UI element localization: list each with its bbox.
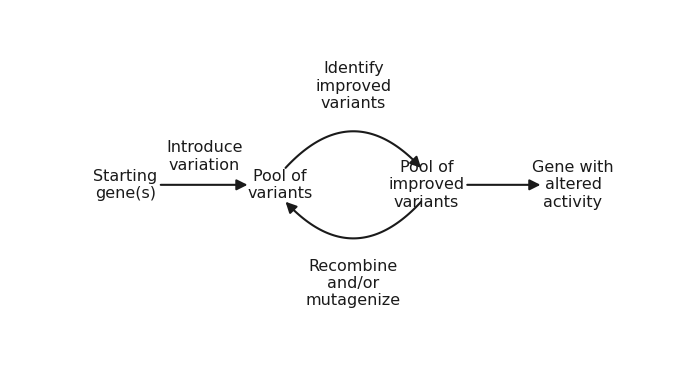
Text: Pool of
improved
variants: Pool of improved variants — [389, 160, 465, 210]
Text: Recombine
and/or
mutagenize: Recombine and/or mutagenize — [306, 258, 401, 309]
Text: Pool of
variants: Pool of variants — [248, 169, 313, 201]
Text: Starting
gene(s): Starting gene(s) — [93, 169, 158, 201]
Text: Identify
improved
variants: Identify improved variants — [315, 61, 391, 111]
Text: Gene with
altered
activity: Gene with altered activity — [532, 160, 614, 210]
Text: Introduce
variation: Introduce variation — [166, 141, 242, 173]
